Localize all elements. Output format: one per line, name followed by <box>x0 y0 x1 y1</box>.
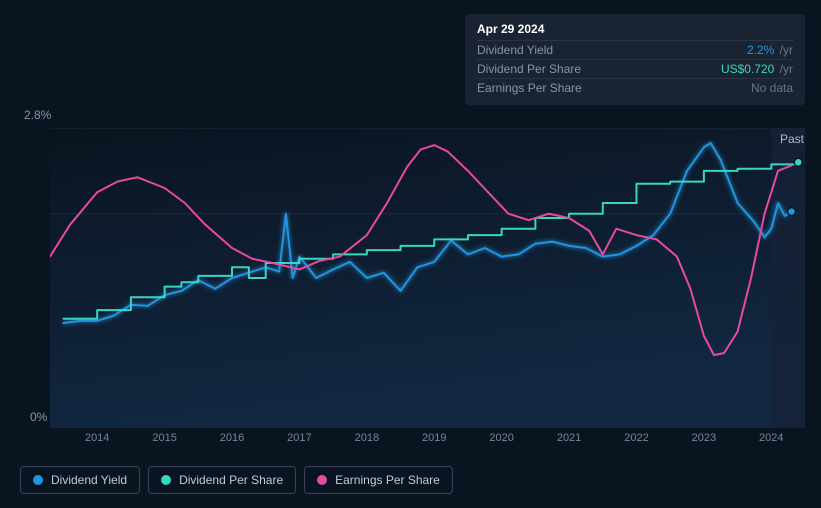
chart-legend: Dividend Yield Dividend Per Share Earnings… <box>20 466 453 494</box>
tooltip-value: No data <box>751 81 793 95</box>
dividend-chart: 2.8% 0% Past 2014 2015 2016 2017 2018 2019 202… <box>20 108 810 448</box>
tooltip-label: Dividend Yield <box>477 43 747 57</box>
legend-dividend-yield[interactable]: Dividend Yield <box>20 466 140 494</box>
x-tick: 2021 <box>557 432 581 444</box>
tooltip-date: Apr 29 2024 <box>477 22 793 36</box>
x-tick: 2017 <box>287 432 311 444</box>
x-tick: 2016 <box>220 432 244 444</box>
x-tick: 2014 <box>85 432 109 444</box>
x-tick: 2024 <box>759 432 783 444</box>
tooltip-label: Earnings Per Share <box>477 81 751 95</box>
x-tick: 2023 <box>692 432 716 444</box>
legend-dot-icon <box>33 475 43 485</box>
legend-label: Dividend Per Share <box>179 473 283 487</box>
tooltip-value: 2.2% /yr <box>747 43 793 57</box>
chart-plot-area[interactable] <box>50 128 805 428</box>
tooltip-row: Dividend Per ShareUS$0.720 /yr <box>477 59 793 78</box>
legend-dot-icon <box>161 475 171 485</box>
x-tick: 2020 <box>489 432 513 444</box>
x-tick: 2019 <box>422 432 446 444</box>
x-tick: 2018 <box>355 432 379 444</box>
x-tick: 2022 <box>624 432 648 444</box>
tooltip-row: Dividend Yield2.2% /yr <box>477 40 793 59</box>
legend-label: Dividend Yield <box>51 473 127 487</box>
legend-dot-icon <box>317 475 327 485</box>
chart-tooltip: Apr 29 2024 Dividend Yield2.2% /yrDivide… <box>465 14 805 105</box>
y-axis-min-label: 0% <box>30 410 47 424</box>
legend-label: Earnings Per Share <box>335 473 440 487</box>
tooltip-value: US$0.720 /yr <box>721 62 793 76</box>
tooltip-label: Dividend Per Share <box>477 62 721 76</box>
x-axis: 2014 2015 2016 2017 2018 2019 2020 2021 2022 2023… <box>50 432 805 452</box>
legend-dividend-per-share[interactable]: Dividend Per Share <box>148 466 296 494</box>
x-tick: 2015 <box>152 432 176 444</box>
past-label: Past <box>780 132 804 146</box>
tooltip-row: Earnings Per ShareNo data <box>477 78 793 97</box>
y-axis-max-label: 2.8% <box>24 108 51 122</box>
legend-earnings-per-share[interactable]: Earnings Per Share <box>304 466 453 494</box>
